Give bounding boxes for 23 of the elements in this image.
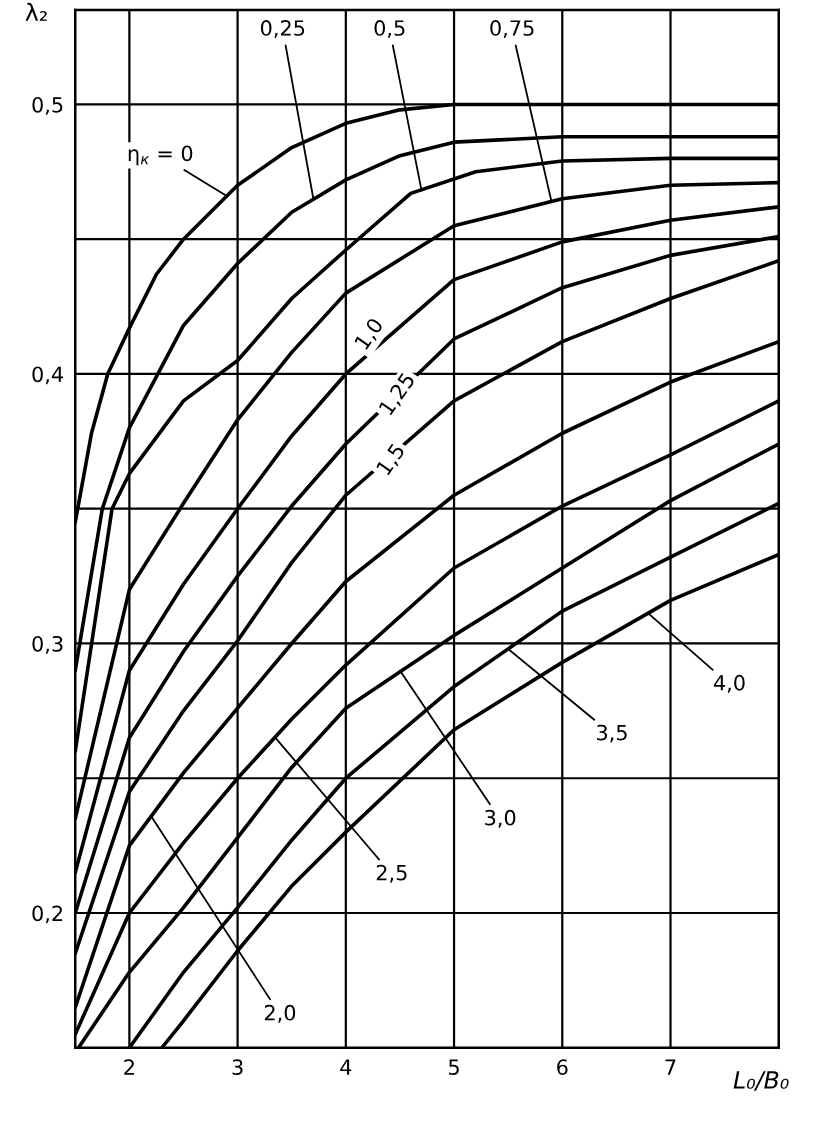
annotation: 2,0 — [264, 1004, 296, 1023]
x-tick-label: 2 — [124, 1059, 134, 1075]
y-tick-label: 0,2 — [32, 905, 63, 924]
annotation: 2,5 — [376, 864, 407, 883]
y-tick-label: 0,5 — [32, 96, 63, 115]
annotation: 0,75 — [490, 20, 534, 38]
annotation: 1,5 — [375, 442, 407, 477]
y-axis-title: λ₂ — [25, 2, 47, 21]
y-tick-label: 0,4 — [32, 366, 63, 385]
x-tick-label: 4 — [340, 1059, 352, 1075]
y-tick-label: 0,3 — [32, 635, 63, 654]
x-tick-label: 6 — [557, 1059, 568, 1075]
x-tick-label: 3 — [232, 1059, 243, 1075]
annotation: 1,0 — [353, 316, 386, 352]
annotation: 0,5 — [374, 20, 405, 38]
x-tick-label: 7 — [665, 1059, 676, 1075]
x-tick-label: 5 — [449, 1059, 459, 1075]
annotation: η$_{к}$ = 0 — [128, 145, 193, 166]
annotation: 3,5 — [597, 724, 627, 743]
annotation: 0,25 — [260, 20, 305, 38]
x-axis-title: L₀/B₀ — [733, 1071, 789, 1091]
annotation: 4,0 — [713, 674, 745, 693]
annotation: 3,0 — [485, 809, 516, 828]
